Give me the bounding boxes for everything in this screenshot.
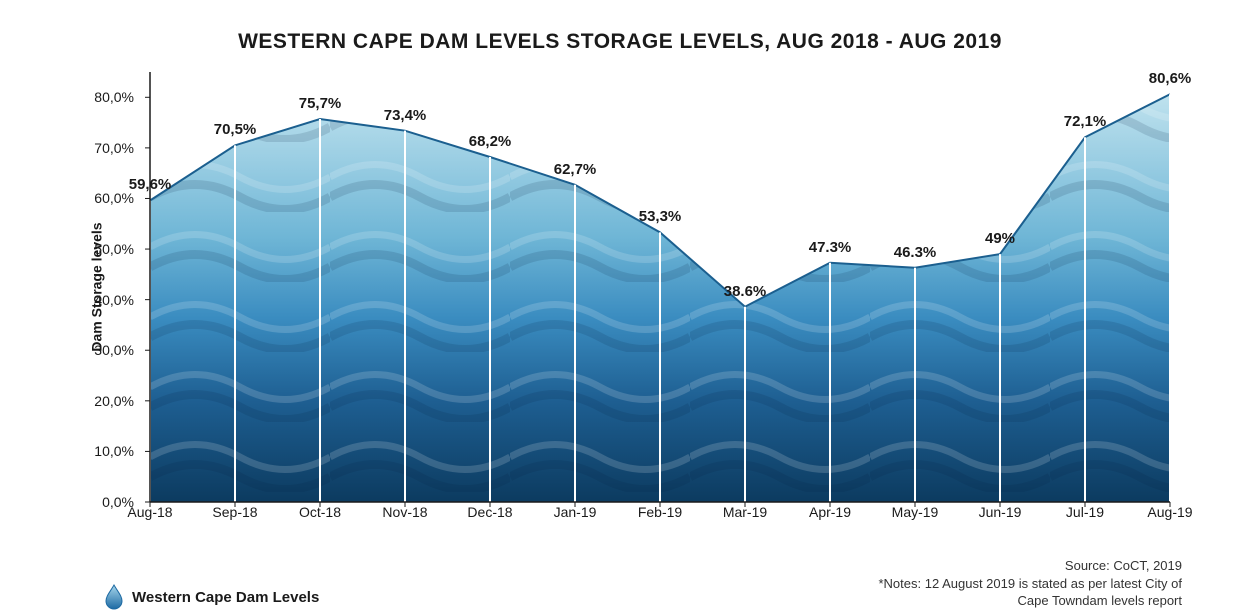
data-point-label: 49% [985,230,1015,247]
y-tick: 50,0% [94,241,134,257]
data-point-label: 59,6% [129,176,172,193]
y-tick: 20,0% [94,393,134,409]
data-point-label: 75,7% [299,95,342,112]
x-tick: Jun-19 [979,504,1022,520]
x-axis-ticks: Aug-18Sep-18Oct-18Nov-18Dec-18Jan-19Feb-… [150,504,1170,528]
x-tick: May-19 [892,504,939,520]
y-axis-ticks: 0,0%10,0%20,0%30,0%40,0%50,0%60,0%70,0%8… [82,72,142,502]
legend: Western Cape Dam Levels [104,584,319,610]
data-point-label: 53,3% [639,208,682,225]
chart-title: WESTERN CAPE DAM LEVELS STORAGE LEVELS, … [50,30,1190,54]
note-line-1: *Notes: 12 August 2019 is stated as per … [878,575,1182,593]
data-point-label: 38.6% [724,283,767,300]
y-tick: 30,0% [94,342,134,358]
water-drop-icon [104,584,124,610]
x-tick: Aug-19 [1147,504,1192,520]
y-tick: 80,0% [94,89,134,105]
data-point-label: 72,1% [1064,113,1107,130]
data-point-label: 62,7% [554,161,597,178]
x-tick: Oct-18 [299,504,341,520]
y-tick: 40,0% [94,292,134,308]
x-tick: Sep-18 [212,504,257,520]
x-tick: Aug-18 [127,504,172,520]
x-tick: Mar-19 [723,504,767,520]
area-chart [150,72,1170,502]
data-point-label: 68,2% [469,133,512,150]
chart-footer: Source: CoCT, 2019 *Notes: 12 August 201… [878,557,1182,610]
data-point-label: 80,6% [1149,70,1192,87]
x-tick: Jul-19 [1066,504,1104,520]
source-text: Source: CoCT, 2019 [878,557,1182,575]
note-line-2: Cape Towndam levels report [878,592,1182,610]
data-point-label: 73,4% [384,107,427,124]
x-tick: Apr-19 [809,504,851,520]
data-point-label: 47.3% [809,239,852,256]
x-tick: Jan-19 [554,504,597,520]
data-point-label: 46.3% [894,244,937,261]
plot-area: Dam Storage levels 0,0%10,0%20,0%30,0%40… [50,72,1190,502]
x-tick: Feb-19 [638,504,682,520]
data-point-label: 70,5% [214,121,257,138]
y-tick: 70,0% [94,140,134,156]
legend-label: Western Cape Dam Levels [132,589,319,606]
y-tick: 10,0% [94,443,134,459]
chart-container: WESTERN CAPE DAM LEVELS STORAGE LEVELS, … [50,30,1190,550]
x-tick: Nov-18 [382,504,427,520]
x-tick: Dec-18 [467,504,512,520]
